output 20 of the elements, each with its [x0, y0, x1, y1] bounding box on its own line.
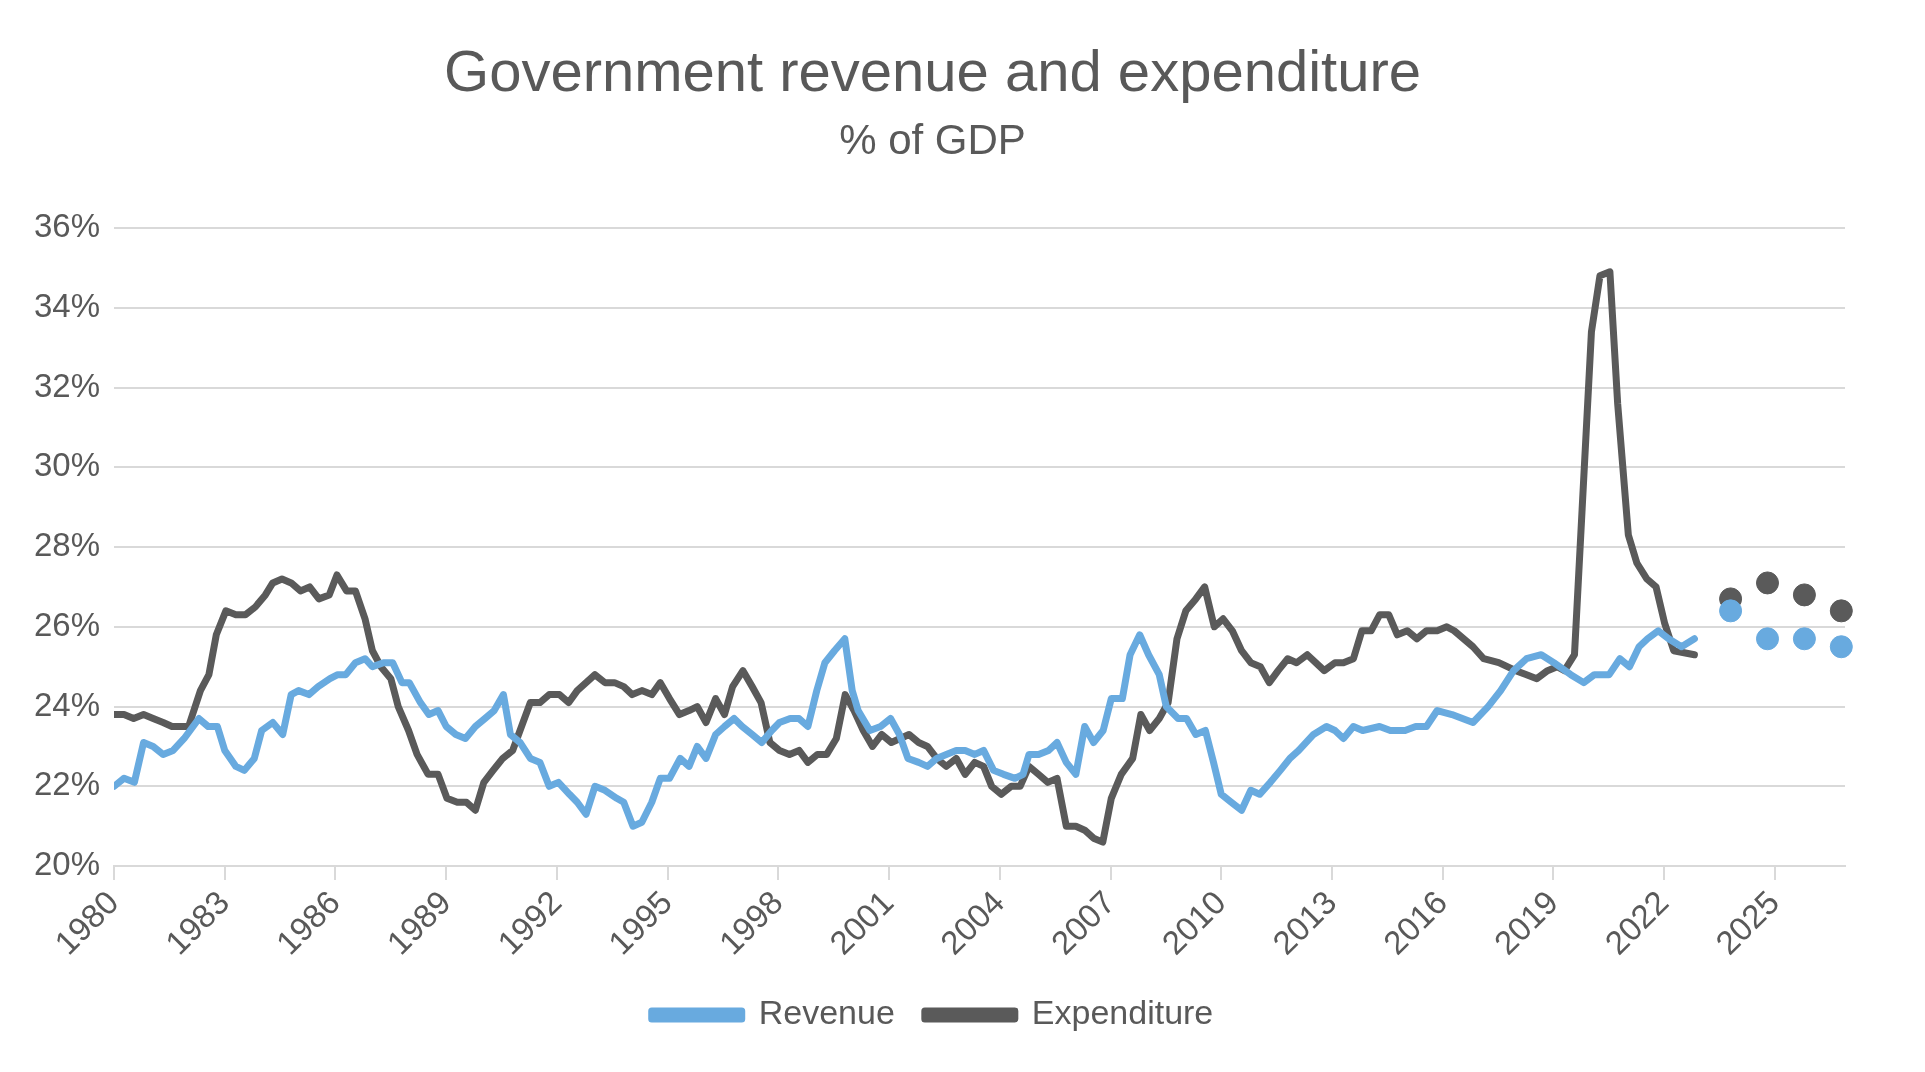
point	[1755, 627, 1779, 651]
y-tick-label: 20%	[33, 845, 101, 883]
y-tick-label: 32%	[33, 366, 101, 404]
point	[1829, 599, 1853, 623]
legend-label: Expenditure	[1031, 993, 1214, 1032]
y-tick-label: 36%	[33, 207, 101, 245]
point	[1792, 627, 1816, 651]
point	[1719, 599, 1743, 623]
y-tick-label: 34%	[33, 286, 101, 324]
legend-label: Revenue	[758, 993, 895, 1032]
y-tick-label: 28%	[33, 526, 101, 564]
chart-title: Government revenue and expenditure	[444, 37, 1421, 103]
chart-subtitle: % of GDP	[839, 116, 1026, 164]
y-tick-label: 26%	[33, 605, 101, 643]
point	[1829, 635, 1853, 659]
point	[1755, 571, 1779, 595]
y-tick-label: 24%	[33, 685, 101, 723]
y-tick-label: 22%	[33, 765, 101, 803]
y-tick-label: 30%	[33, 446, 101, 484]
point	[1792, 583, 1816, 607]
